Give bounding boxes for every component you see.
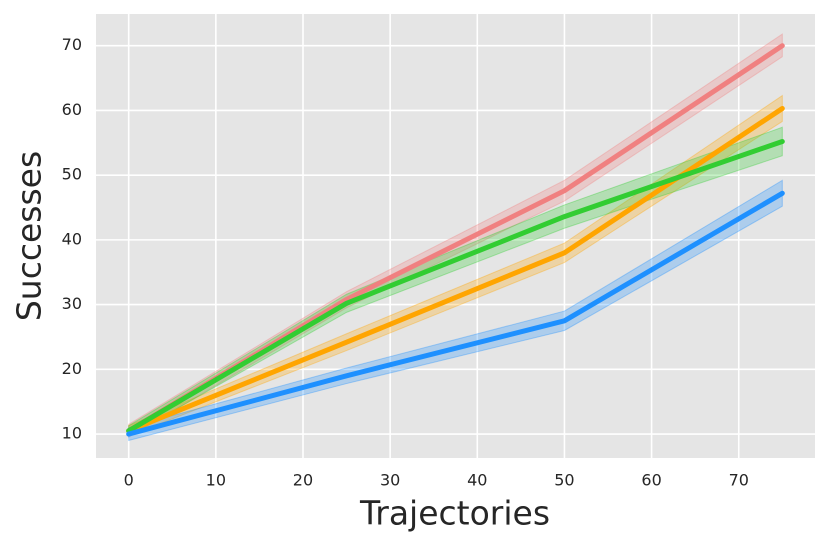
line [126, 139, 785, 434]
x-tick-label: 70 [729, 471, 749, 490]
line [126, 190, 785, 437]
x-tick-label: 10 [206, 471, 226, 490]
y-tick-label: 40 [62, 229, 82, 248]
y-tick-label: 50 [62, 165, 82, 184]
x-tick-label: 20 [293, 471, 313, 490]
y-tick-label: 70 [62, 35, 82, 54]
x-axis-title: Trajectories [359, 494, 550, 533]
x-tick-label: 60 [641, 471, 661, 490]
x-tick-label: 30 [380, 471, 400, 490]
x-tick-label: 50 [554, 471, 574, 490]
y-axis-title: Successes [10, 151, 49, 321]
x-tick-label: 40 [467, 471, 487, 490]
x-tick-label: 0 [124, 471, 134, 490]
y-tick-label: 60 [62, 100, 82, 119]
y-tick-label: 30 [62, 294, 82, 313]
y-tick-label: 10 [62, 424, 82, 443]
y-tick-label: 20 [62, 359, 82, 378]
